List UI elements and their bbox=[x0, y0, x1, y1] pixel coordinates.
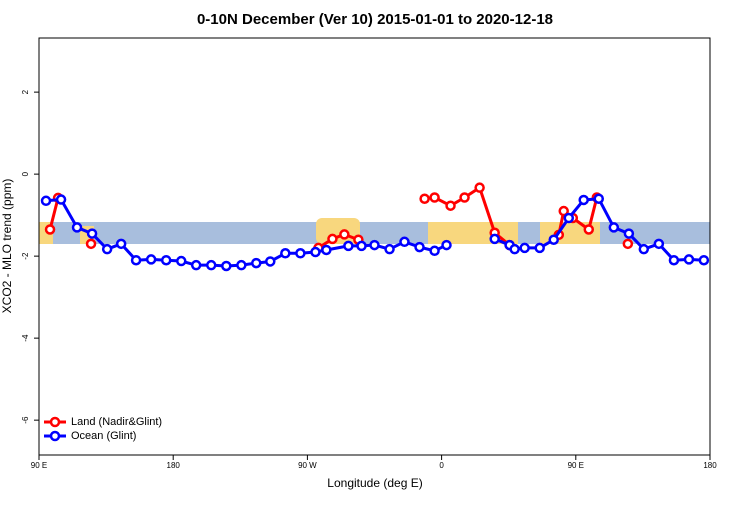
data-point bbox=[474, 182, 485, 193]
data-point bbox=[280, 248, 291, 259]
data-point bbox=[441, 239, 452, 251]
data-point bbox=[265, 256, 276, 267]
data-point bbox=[145, 254, 157, 265]
data-point bbox=[295, 248, 306, 259]
data-point bbox=[429, 192, 440, 203]
data-point bbox=[384, 243, 395, 255]
data-point bbox=[339, 229, 350, 240]
data-point bbox=[489, 233, 500, 245]
data-point bbox=[608, 222, 620, 233]
map-background bbox=[39, 218, 710, 244]
plot-frame bbox=[38, 37, 711, 456]
data-point bbox=[71, 222, 83, 233]
data-point bbox=[519, 242, 530, 254]
data-point bbox=[55, 194, 67, 205]
x-tick-label: 90 E bbox=[568, 461, 584, 470]
x-tick-label: 180 bbox=[703, 461, 717, 470]
data-point bbox=[563, 212, 575, 224]
legend-marker bbox=[49, 416, 61, 428]
data-point bbox=[85, 238, 97, 250]
legend-marker bbox=[49, 430, 61, 442]
data-point bbox=[327, 233, 338, 245]
data-point bbox=[622, 238, 634, 250]
data-point bbox=[251, 257, 262, 269]
data-point bbox=[668, 254, 680, 266]
x-tick-label: 180 bbox=[167, 461, 181, 470]
data-point bbox=[534, 242, 545, 254]
data-point bbox=[623, 228, 635, 239]
data-point bbox=[190, 259, 202, 271]
data-point bbox=[40, 195, 52, 207]
data-point bbox=[558, 205, 569, 217]
data-point bbox=[221, 260, 232, 272]
data-point bbox=[638, 243, 650, 255]
y-tick-label: -2 bbox=[21, 252, 30, 260]
data-point bbox=[310, 246, 321, 258]
data-point bbox=[205, 259, 217, 271]
x-tick-label: 90 W bbox=[298, 461, 317, 470]
data-point bbox=[445, 200, 456, 211]
legend-label: Land (Nadir&Glint) bbox=[71, 416, 162, 428]
legend-label: Ocean (Glint) bbox=[71, 430, 136, 442]
data-point bbox=[160, 254, 172, 266]
data-point bbox=[578, 194, 589, 206]
y-tick-label: -6 bbox=[21, 416, 30, 424]
data-point bbox=[176, 255, 187, 267]
data-point bbox=[683, 254, 695, 265]
data-point bbox=[414, 241, 425, 253]
data-point bbox=[698, 254, 710, 266]
data-point bbox=[459, 192, 470, 203]
data-point bbox=[356, 240, 367, 252]
chart-title: 0-10N December (Ver 10) 2015-01-01 to 20… bbox=[197, 11, 553, 28]
data-point bbox=[509, 243, 520, 255]
data-point bbox=[419, 193, 430, 204]
data-point bbox=[548, 234, 559, 245]
data-point bbox=[130, 254, 142, 266]
y-tick-label: 0 bbox=[21, 171, 30, 176]
data-point bbox=[653, 238, 665, 250]
x-axis-label: Longitude (deg E) bbox=[327, 476, 422, 490]
data-point bbox=[343, 240, 354, 252]
data-point bbox=[101, 243, 113, 255]
data-point bbox=[321, 244, 332, 256]
data-point bbox=[583, 224, 595, 235]
y-axis-label: XCO2 - MLO trend (ppm) bbox=[0, 179, 14, 314]
x-tick-label: 0 bbox=[439, 461, 444, 470]
y-tick-label: -4 bbox=[21, 334, 30, 342]
x-tick-label: 90 E bbox=[31, 461, 47, 470]
data-point bbox=[86, 228, 98, 239]
data-point bbox=[399, 236, 410, 248]
data-point bbox=[369, 239, 380, 251]
data-point bbox=[429, 245, 440, 257]
data-point bbox=[593, 193, 605, 204]
data-point bbox=[115, 238, 127, 250]
data-point bbox=[44, 224, 56, 235]
y-tick-label: 2 bbox=[21, 89, 30, 94]
data-point bbox=[236, 259, 247, 271]
